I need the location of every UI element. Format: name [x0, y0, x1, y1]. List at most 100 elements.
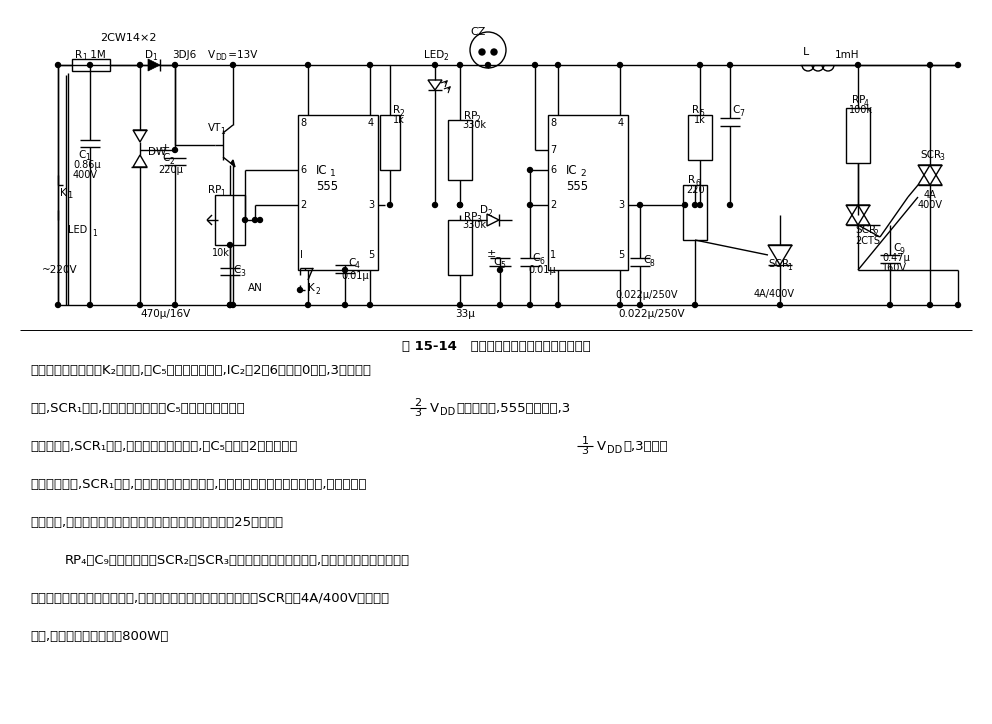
Text: 1: 1 — [550, 250, 557, 260]
Text: 1: 1 — [330, 169, 335, 177]
Text: R: R — [688, 175, 695, 185]
Circle shape — [298, 287, 303, 292]
Text: 速、定时、模拟阵风的控制外,还可对其他家电产品调压、定时。SCR选用4A/400V的双向可: 速、定时、模拟阵风的控制外,还可对其他家电产品调压、定时。SCR选用4A/400… — [30, 592, 389, 605]
Text: 6: 6 — [539, 256, 544, 266]
Text: C: C — [493, 257, 500, 267]
Text: 3: 3 — [939, 153, 943, 162]
Circle shape — [928, 62, 932, 67]
Circle shape — [617, 62, 623, 67]
Text: 1k: 1k — [393, 115, 405, 125]
Text: IC: IC — [316, 164, 327, 177]
Text: 2CTS: 2CTS — [855, 236, 880, 246]
Text: RP₄、C₉、双向触发管SCR₂和SCR₃组成无级调压电路。因此,本电路除用作对电扇的调: RP₄、C₉、双向触发管SCR₂和SCR₃组成无级调压电路。因此,本电路除用作对… — [65, 554, 410, 566]
Text: 触发电平时,555电路复位,3: 触发电平时,555电路复位,3 — [456, 402, 570, 415]
Text: 1M: 1M — [87, 50, 106, 60]
Circle shape — [697, 62, 702, 67]
Text: 2: 2 — [874, 229, 879, 237]
Circle shape — [556, 62, 560, 67]
Text: 控硅,插座的负载功率可达800W。: 控硅,插座的负载功率可达800W。 — [30, 629, 169, 642]
Text: 555: 555 — [566, 180, 588, 193]
Text: 1: 1 — [152, 54, 157, 62]
Circle shape — [457, 203, 462, 208]
Text: IC: IC — [566, 164, 577, 177]
Circle shape — [955, 303, 960, 308]
Text: 0.01μ: 0.01μ — [528, 265, 556, 275]
Bar — [448, 120, 472, 180]
Text: 图 15-14   可供调压、定时的多功能插座电路: 图 15-14 可供调压、定时的多功能插座电路 — [402, 340, 590, 353]
Text: L: L — [803, 47, 809, 57]
Polygon shape — [148, 59, 160, 71]
Text: SCR: SCR — [855, 225, 876, 235]
Bar — [380, 115, 400, 170]
Text: 1k: 1k — [694, 115, 705, 125]
Text: 8: 8 — [300, 118, 307, 128]
Text: R: R — [393, 105, 400, 115]
Circle shape — [533, 62, 538, 67]
Text: 5: 5 — [618, 250, 624, 260]
Text: C: C — [732, 105, 739, 115]
Text: R: R — [692, 105, 699, 115]
Text: 7: 7 — [739, 109, 744, 117]
Text: 脚呈低电平,SCR₁截止,电机转速因无电减慢,当C₅放电至2脚触发电平: 脚呈低电平,SCR₁截止,电机转速因无电减慢,当C₅放电至2脚触发电平 — [30, 439, 298, 452]
Bar — [548, 115, 628, 270]
Circle shape — [173, 62, 178, 67]
Text: CZ: CZ — [470, 27, 485, 37]
Text: 2: 2 — [300, 200, 307, 210]
Text: I: I — [300, 250, 303, 260]
Text: 0.86μ: 0.86μ — [73, 160, 100, 170]
Text: C: C — [233, 265, 240, 275]
Text: 0.01μ: 0.01μ — [341, 271, 369, 281]
Text: 330k: 330k — [462, 220, 486, 230]
Circle shape — [138, 62, 143, 67]
Text: C: C — [532, 253, 540, 263]
Bar — [448, 220, 472, 275]
Text: K: K — [308, 283, 314, 293]
Text: 470μ/16V: 470μ/16V — [140, 309, 190, 319]
Text: 1: 1 — [220, 127, 225, 135]
Text: 8: 8 — [550, 118, 557, 128]
Circle shape — [253, 217, 258, 222]
Text: D: D — [145, 50, 153, 60]
Circle shape — [227, 303, 232, 308]
Circle shape — [138, 303, 143, 308]
Text: 400V: 400V — [918, 200, 942, 210]
Text: D: D — [480, 205, 488, 215]
Circle shape — [457, 203, 462, 208]
Text: 1: 1 — [67, 192, 72, 201]
Circle shape — [342, 267, 347, 272]
Text: RP: RP — [464, 111, 477, 121]
Text: V: V — [597, 439, 606, 452]
Text: 5: 5 — [699, 109, 704, 117]
Text: 100k: 100k — [849, 105, 873, 115]
Text: DD: DD — [440, 407, 455, 417]
Text: 0.022μ/250V: 0.022μ/250V — [618, 309, 684, 319]
Circle shape — [955, 62, 960, 67]
Text: ±: ± — [487, 249, 496, 259]
Text: 1: 1 — [220, 188, 225, 198]
Text: =13V: =13V — [225, 50, 257, 60]
Circle shape — [230, 62, 235, 67]
Text: 4: 4 — [355, 261, 360, 271]
Text: 时,3脚将重: 时,3脚将重 — [623, 439, 668, 452]
Text: DD: DD — [607, 445, 622, 455]
Bar — [683, 185, 707, 240]
Text: C: C — [348, 258, 355, 268]
Circle shape — [342, 303, 347, 308]
Text: V: V — [430, 402, 439, 415]
Circle shape — [727, 203, 732, 208]
Text: R: R — [75, 50, 82, 60]
Text: 5: 5 — [368, 250, 374, 260]
Text: V: V — [208, 50, 215, 60]
Text: 2: 2 — [550, 200, 557, 210]
Circle shape — [367, 303, 373, 308]
Text: VT: VT — [208, 123, 221, 133]
Text: RP: RP — [208, 185, 221, 195]
Circle shape — [638, 303, 643, 308]
Circle shape — [388, 203, 393, 208]
Circle shape — [528, 167, 533, 172]
Text: ~220V: ~220V — [42, 265, 77, 275]
Text: 2: 2 — [315, 287, 319, 295]
Circle shape — [888, 303, 893, 308]
Text: 330k: 330k — [462, 120, 486, 130]
Text: 555: 555 — [316, 180, 338, 193]
